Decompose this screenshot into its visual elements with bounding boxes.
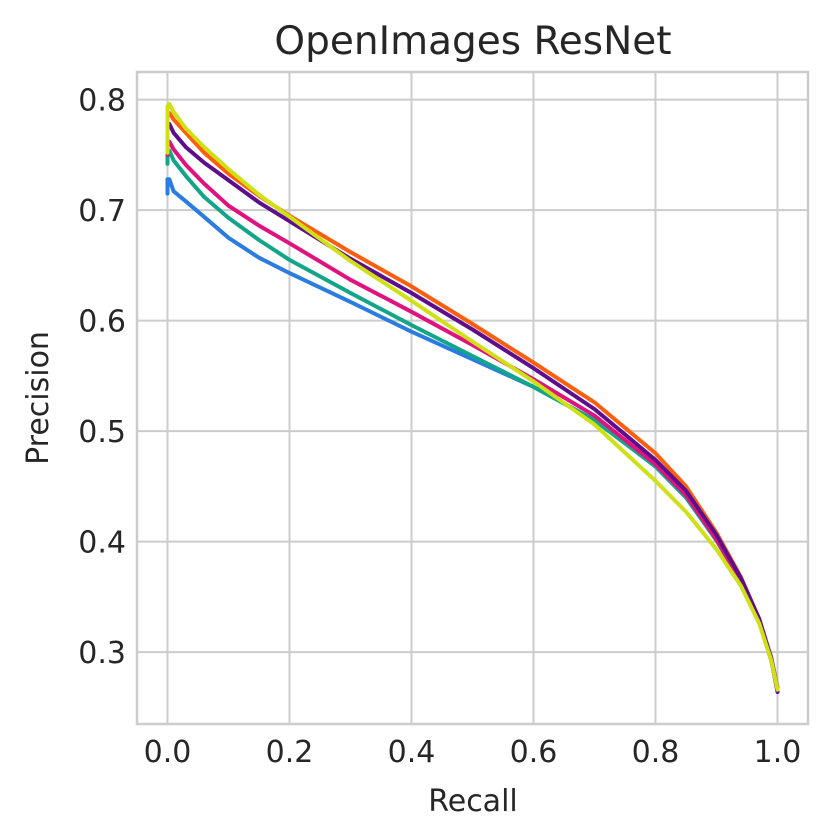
chart-title: OpenImages ResNet <box>274 19 671 64</box>
x-tick-label: 0.0 <box>144 735 192 770</box>
x-tick-label: 0.2 <box>266 735 314 770</box>
series-line-1 <box>165 177 780 690</box>
x-tick-label: 1.0 <box>754 735 802 770</box>
y-tick-labels: 0.3 0.4 0.5 0.6 0.7 0.8 <box>78 84 126 672</box>
x-tick-labels: 0.0 0.2 0.4 0.6 0.8 1.0 <box>144 735 802 770</box>
series-layer <box>165 102 780 694</box>
series-line-4 <box>165 110 780 691</box>
y-tick-label: 0.3 <box>78 636 126 671</box>
plot-frame <box>135 70 810 726</box>
x-tick-label: 0.6 <box>510 735 558 770</box>
x-tick-label: 0.8 <box>632 735 680 770</box>
series-line-5 <box>165 121 780 694</box>
y-tick-label: 0.6 <box>78 305 126 340</box>
x-tick-label: 0.4 <box>388 735 436 770</box>
series-line-6 <box>165 102 780 692</box>
y-tick-label: 0.7 <box>78 194 126 229</box>
y-tick-label: 0.4 <box>78 526 126 561</box>
series-line-3 <box>165 139 780 692</box>
series-line-2 <box>165 148 780 692</box>
x-axis-label: Recall <box>428 784 518 819</box>
y-tick-label: 0.5 <box>78 415 126 450</box>
y-tick-label: 0.8 <box>78 84 126 119</box>
grid <box>137 72 808 724</box>
y-axis-label: Precision <box>21 331 56 465</box>
